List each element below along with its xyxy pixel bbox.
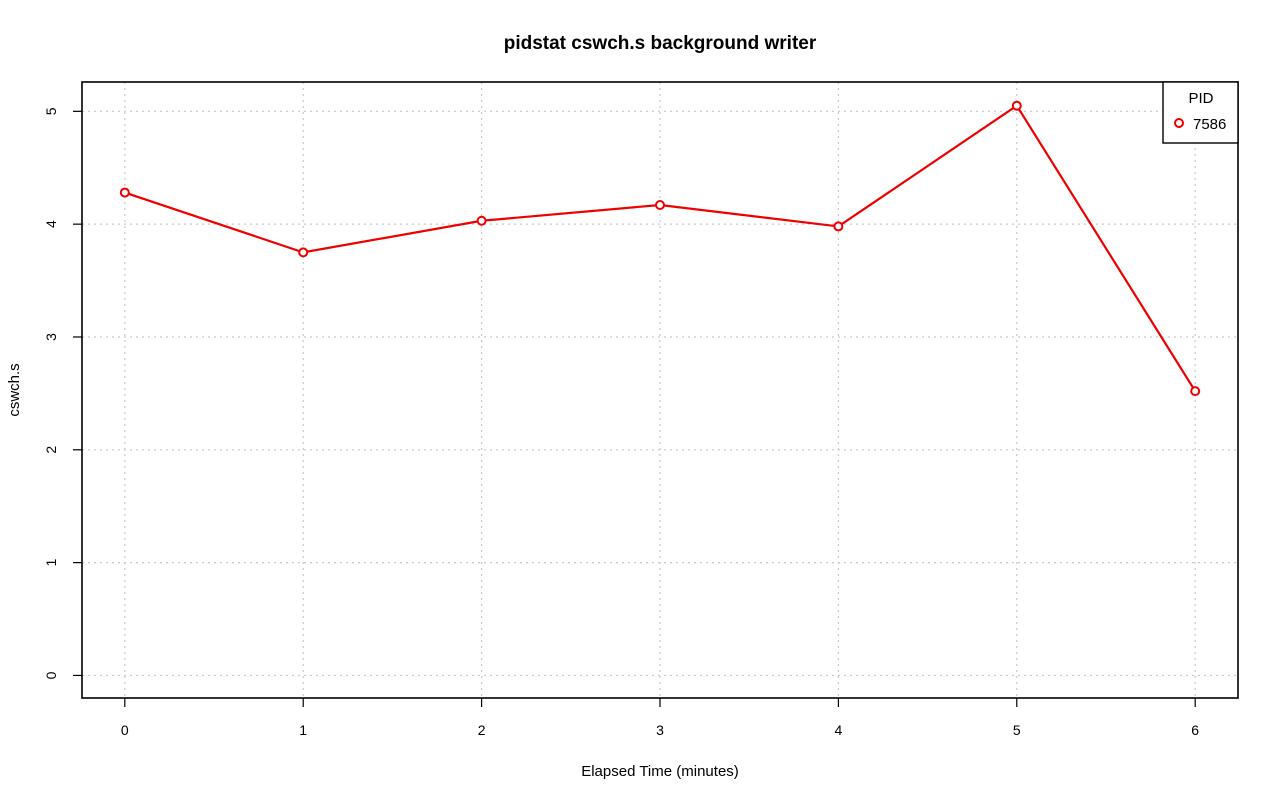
data-point <box>298 247 309 258</box>
data-point <box>655 199 665 210</box>
x-axis-label: Elapsed Time (minutes) <box>581 763 739 780</box>
x-tick-label: 6 <box>1191 722 1199 738</box>
y-tick-label: 5 <box>43 107 59 115</box>
x-tick-label: 5 <box>1013 722 1021 738</box>
data-point <box>476 215 487 226</box>
x-tick-label: 4 <box>834 722 842 738</box>
chart-title: pidstat cswch.s background writer <box>504 33 817 54</box>
y-tick-label: 2 <box>43 446 59 454</box>
x-axis: 0 1 2 3 4 5 6 <box>121 698 1199 738</box>
x-tick-label: 1 <box>299 722 307 738</box>
y-tick-label: 4 <box>43 220 59 228</box>
data-point <box>1011 100 1022 111</box>
series-layer <box>119 100 1201 397</box>
x-tick-label: 3 <box>656 722 664 738</box>
y-tick-label: 1 <box>43 559 59 567</box>
y-axis-label: cswch.s <box>6 363 23 416</box>
legend: PID 7586 <box>1162 81 1239 144</box>
x-tick-label: 0 <box>121 722 129 738</box>
data-point <box>1190 386 1201 397</box>
grid-lines <box>82 82 1238 698</box>
x-tick-label: 2 <box>478 722 486 738</box>
data-point <box>833 221 844 232</box>
legend-title: PID <box>1188 90 1213 107</box>
data-point <box>119 187 130 198</box>
legend-entry-label: 7586 <box>1193 116 1226 133</box>
y-tick-label: 3 <box>43 333 59 341</box>
legend-marker <box>1174 118 1184 128</box>
y-axis: 0 1 2 3 4 5 <box>43 107 82 679</box>
legend-box <box>1162 81 1239 144</box>
y-tick-label: 0 <box>43 671 59 679</box>
